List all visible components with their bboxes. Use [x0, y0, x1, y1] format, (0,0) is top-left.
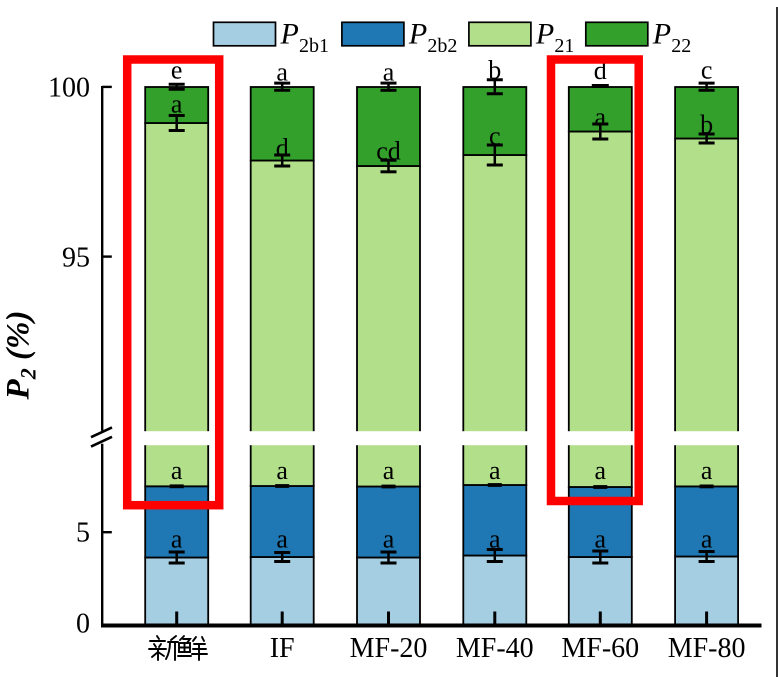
svg-text:a: a [383, 456, 395, 485]
svg-text:P: P [535, 18, 554, 51]
svg-text:c: c [701, 56, 713, 85]
svg-text:95: 95 [62, 243, 90, 274]
svg-text:P: P [652, 18, 671, 51]
svg-text:22: 22 [671, 35, 691, 57]
svg-text:b: b [488, 56, 501, 85]
svg-text:b: b [700, 110, 713, 139]
svg-text:a: a [276, 456, 288, 485]
svg-text:a: a [171, 525, 183, 554]
svg-text:MF-40: MF-40 [456, 633, 534, 664]
svg-text:P: P [280, 18, 299, 51]
svg-text:a: a [489, 456, 501, 485]
svg-text:2b1: 2b1 [299, 35, 329, 57]
svg-text:21: 21 [554, 35, 574, 57]
svg-text:a: a [489, 525, 501, 554]
svg-text:P2 (%): P2 (%) [1, 311, 41, 401]
svg-text:d: d [276, 134, 289, 163]
svg-text:a: a [595, 103, 607, 132]
svg-text:a: a [276, 525, 288, 554]
svg-text:P: P [408, 18, 427, 51]
svg-text:MF-80: MF-80 [668, 633, 746, 664]
svg-text:c: c [489, 122, 501, 151]
svg-text:cd: cd [376, 137, 401, 166]
svg-text:5: 5 [76, 518, 90, 549]
svg-text:100: 100 [48, 73, 90, 104]
svg-text:a: a [701, 456, 713, 485]
svg-text:a: a [276, 58, 288, 87]
svg-text:a: a [171, 90, 183, 119]
svg-text:a: a [171, 456, 183, 485]
svg-text:e: e [171, 56, 183, 85]
svg-text:MF-60: MF-60 [561, 633, 639, 664]
svg-text:IF: IF [270, 633, 295, 664]
svg-text:0: 0 [76, 609, 90, 640]
svg-text:a: a [383, 58, 395, 87]
svg-text:a: a [595, 456, 607, 485]
svg-text:a: a [383, 525, 395, 554]
svg-text:a: a [701, 525, 713, 554]
svg-text:MF-20: MF-20 [350, 633, 428, 664]
svg-text:2b2: 2b2 [427, 35, 457, 57]
svg-text:a: a [595, 525, 607, 554]
